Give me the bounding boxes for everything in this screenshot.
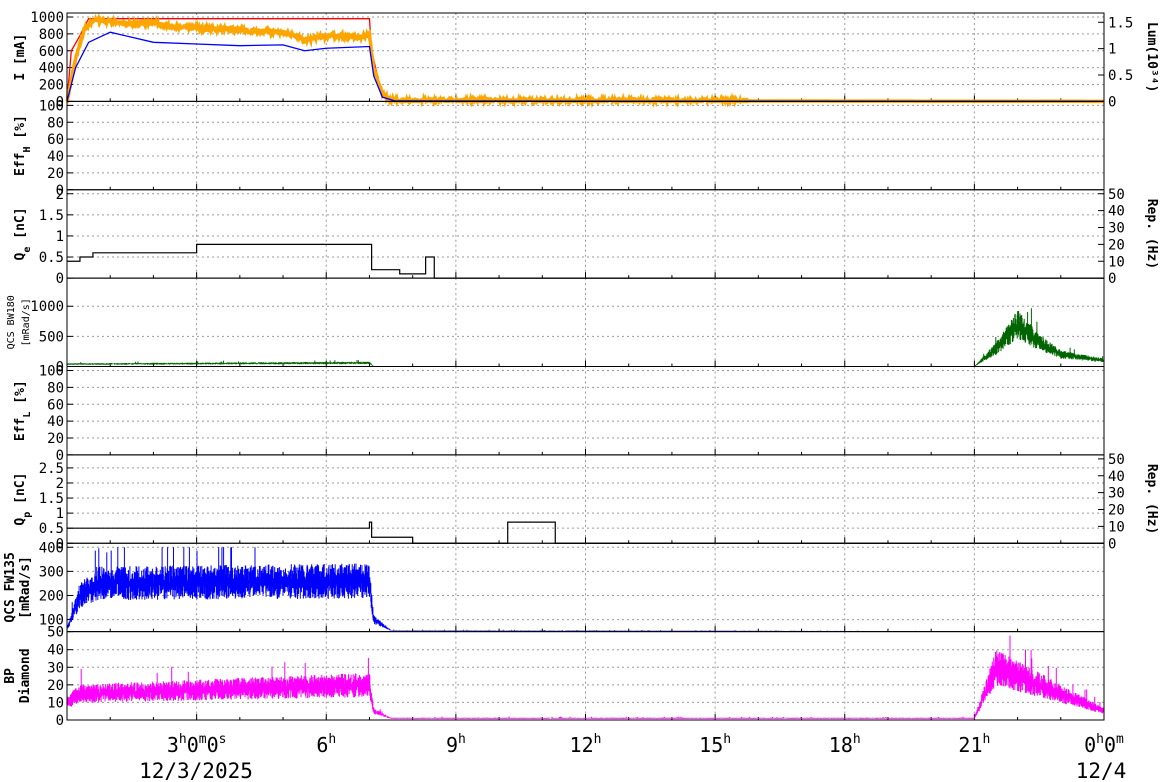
right-tick-label: 40 <box>1108 204 1125 220</box>
panel-qcs_bw180: 0 500 1000 QCS BW180 [mRad/s] <box>6 277 1105 376</box>
right-tick-label: 10 <box>1108 254 1125 270</box>
y-tick-label: 10 <box>47 695 64 711</box>
y-tick-label: 600 <box>39 44 64 60</box>
y-tick-label: 20 <box>47 166 64 182</box>
y-tick-label: 1 <box>56 506 64 522</box>
y-tick-label: 60 <box>47 397 64 413</box>
y-axis-label-2: [mRad/s] <box>21 298 32 346</box>
series-2 <box>66 31 1105 103</box>
right-tick-label: 20 <box>1108 237 1125 253</box>
y-tick-label: 0.5 <box>39 250 64 266</box>
right-tick-label: 0 <box>1108 271 1116 287</box>
right-tick-label: 0.5 <box>1108 68 1133 84</box>
y-axis-label-2: [mRad/s] <box>18 556 33 619</box>
y-tick-label: 0 <box>56 713 64 729</box>
y-axis-label: EffL [%] <box>13 380 33 441</box>
x-tick-label: 18h <box>829 732 861 757</box>
right-tick-label: 40 <box>1108 469 1125 485</box>
y-tick-label: 0 <box>56 360 64 376</box>
x-tick-label: 21h <box>958 732 990 757</box>
right-tick-label: 20 <box>1108 503 1125 519</box>
series-0 <box>67 521 1104 544</box>
y-tick-label: 0 <box>56 94 64 110</box>
y-axis-label: Qe [nC] <box>13 207 33 260</box>
y-tick-label: 1.5 <box>39 491 64 507</box>
x-tick-label: 3h0m0s <box>167 732 227 757</box>
y-tick-label: 20 <box>47 678 64 694</box>
y-tick-label: 0.5 <box>39 521 64 537</box>
y-tick-label: 800 <box>39 27 64 43</box>
y-tick-label: 500 <box>39 329 64 345</box>
y-tick-label: 0 <box>56 536 64 552</box>
right-axis-label: Rep. (Hz) <box>1144 199 1159 269</box>
y-tick-label: 200 <box>39 78 64 94</box>
right-tick-label: 1.5 <box>1108 15 1133 31</box>
x-tick-label: 6h <box>316 732 336 757</box>
x-tick-label: 12h <box>570 732 602 757</box>
right-tick-label: 50 <box>1108 187 1125 203</box>
right-tick-label: 10 <box>1108 519 1125 535</box>
y-axis-label: QCS BW180 <box>6 295 17 349</box>
right-tick-label: 0 <box>1108 94 1116 110</box>
y-tick-label: 50 <box>47 625 64 641</box>
y-tick-label: 80 <box>47 380 64 396</box>
y-axis-label: I [mA] <box>13 34 28 81</box>
y-tick-label: 2.5 <box>39 461 64 477</box>
y-tick-label: 2 <box>56 476 64 492</box>
y-axis-label-2: Diamond <box>18 648 33 703</box>
right-axis-label: Rep. (Hz) <box>1144 464 1159 534</box>
x-tick-label: 15h <box>699 732 731 757</box>
y-tick-label: 40 <box>47 643 64 659</box>
x-axis: 3h0m0s 6h 9h 12h 15h 18h 21h 0h0m 12/3/2025 12/4 <box>139 732 1126 782</box>
y-tick-label: 2 <box>56 187 64 203</box>
panel-frame <box>66 631 1105 721</box>
date-right: 12/4 <box>1076 759 1127 782</box>
y-tick-label: 1 <box>56 229 64 245</box>
right-tick-label: 0 <box>1108 536 1116 552</box>
y-tick-label: 40 <box>47 149 64 165</box>
y-tick-label: 400 <box>39 540 64 556</box>
right-tick-label: 1 <box>1108 42 1116 58</box>
date-left: 12/3/2025 <box>139 759 253 782</box>
y-tick-label: 400 <box>39 61 64 77</box>
right-tick-label: 50 <box>1108 452 1125 468</box>
x-tick-label: 0h0m <box>1084 732 1124 757</box>
y-tick-label: 60 <box>47 132 64 148</box>
y-tick-label: 40 <box>47 414 64 430</box>
y-tick-label: 100 <box>39 613 64 629</box>
right-tick-label: 30 <box>1108 486 1125 502</box>
y-tick-label: 0 <box>56 271 64 287</box>
y-axis-label: BP <box>3 668 18 684</box>
y-tick-label: 1000 <box>30 299 64 315</box>
y-tick-label: 100 <box>39 364 64 380</box>
y-tick-label: 20 <box>47 431 64 447</box>
y-tick-label: 200 <box>39 588 64 604</box>
y-axis-label: QCS FW135 <box>3 552 18 622</box>
y-tick-label: 0 <box>56 448 64 464</box>
x-tick-label: 9h <box>446 732 466 757</box>
y-tick-label: 100 <box>39 98 64 114</box>
y-tick-label: 1.5 <box>39 208 64 224</box>
y-tick-label: 80 <box>47 115 64 131</box>
y-tick-label: 0 <box>56 183 64 199</box>
right-axis-label: Lum(10³⁴) <box>1144 22 1159 92</box>
series-0 <box>67 243 1104 279</box>
series-0 <box>66 308 1105 367</box>
right-tick-label: 30 <box>1108 221 1125 237</box>
y-tick-label: 300 <box>39 564 64 580</box>
y-tick-label: 30 <box>47 660 64 676</box>
y-tick-label: 1000 <box>30 10 64 26</box>
y-axis-label: Qp [nC] <box>13 473 33 526</box>
y-axis-label: EffH [%] <box>13 115 33 176</box>
